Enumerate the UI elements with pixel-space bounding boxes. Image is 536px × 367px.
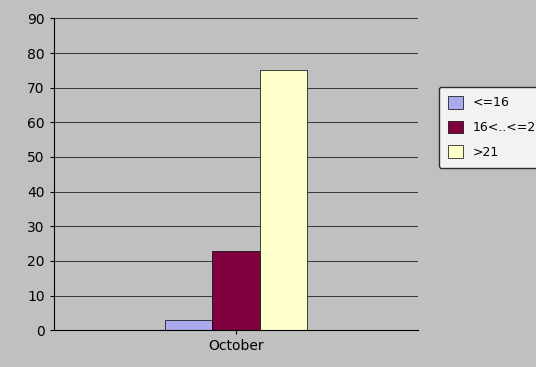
Bar — [259, 70, 307, 330]
Legend: <=16, 16<..<=21, >21: <=16, 16<..<=21, >21 — [439, 87, 536, 168]
Bar — [165, 320, 212, 330]
Bar — [212, 251, 259, 330]
